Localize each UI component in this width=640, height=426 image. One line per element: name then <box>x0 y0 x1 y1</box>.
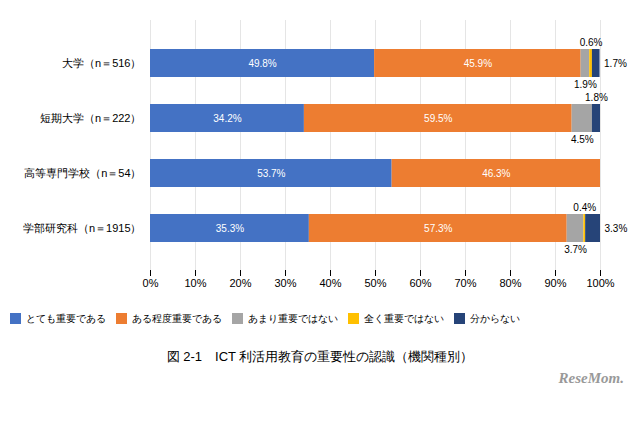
html-text:分からない: 分からない <box>470 312 520 324</box>
html-text:ある程度重要である: ある程度重要である <box>132 312 222 324</box>
svg-text:1.9%: 1.9% <box>574 79 597 90</box>
svg-text:4.5%: 4.5% <box>571 134 594 145</box>
svg-text:45.9%: 45.9% <box>464 58 492 69</box>
svg-text:0.6%: 0.6% <box>580 37 603 48</box>
svg-text:短期大学（n＝222）: 短期大学（n＝222） <box>40 112 141 124</box>
svg-text:53.7%: 53.7% <box>257 168 285 179</box>
svg-text:30%: 30% <box>274 277 296 289</box>
svg-text:大学（n＝516）: 大学（n＝516） <box>62 57 141 69</box>
html-text:とても重要である: とても重要である <box>26 312 106 324</box>
svg-text:46.3%: 46.3% <box>482 168 510 179</box>
svg-text:80%: 80% <box>499 277 521 289</box>
svg-text:高等専門学校（n＝54）: 高等専門学校（n＝54） <box>24 167 141 179</box>
svg-text:70%: 70% <box>454 277 476 289</box>
svg-text:0.4%: 0.4% <box>573 202 596 213</box>
svg-text:0%: 0% <box>143 277 159 289</box>
svg-text:34.2%: 34.2% <box>213 113 241 124</box>
svg-text:49.8%: 49.8% <box>248 58 276 69</box>
svg-text:60%: 60% <box>409 277 431 289</box>
svg-text:90%: 90% <box>544 277 566 289</box>
svg-text:10%: 10% <box>184 277 206 289</box>
svg-text:59.5%: 59.5% <box>424 113 452 124</box>
html-text:あまり重要ではない: あまり重要ではない <box>248 312 338 324</box>
svg-text:1.8%: 1.8% <box>585 92 608 103</box>
svg-text:学部研究科（n＝1915）: 学部研究科（n＝1915） <box>23 222 142 234</box>
html-text:ReseMom.: ReseMom. <box>558 370 624 386</box>
svg-text:1.7%: 1.7% <box>604 58 627 69</box>
svg-text:3.3%: 3.3% <box>605 223 628 234</box>
svg-text:35.3%: 35.3% <box>216 223 244 234</box>
svg-text:50%: 50% <box>364 277 386 289</box>
svg-text:40%: 40% <box>319 277 341 289</box>
html-text:全く重要ではない: 全く重要ではない <box>364 312 444 324</box>
svg-text:3.7%: 3.7% <box>564 244 587 255</box>
html-text:図 2-1 ICT 利活用教育の重要性の認識（機関種別）: 図 2-1 ICT 利活用教育の重要性の認識（機関種別） <box>166 349 474 364</box>
svg-text:20%: 20% <box>229 277 251 289</box>
svg-text:100%: 100% <box>586 277 614 289</box>
svg-text:57.3%: 57.3% <box>424 223 452 234</box>
